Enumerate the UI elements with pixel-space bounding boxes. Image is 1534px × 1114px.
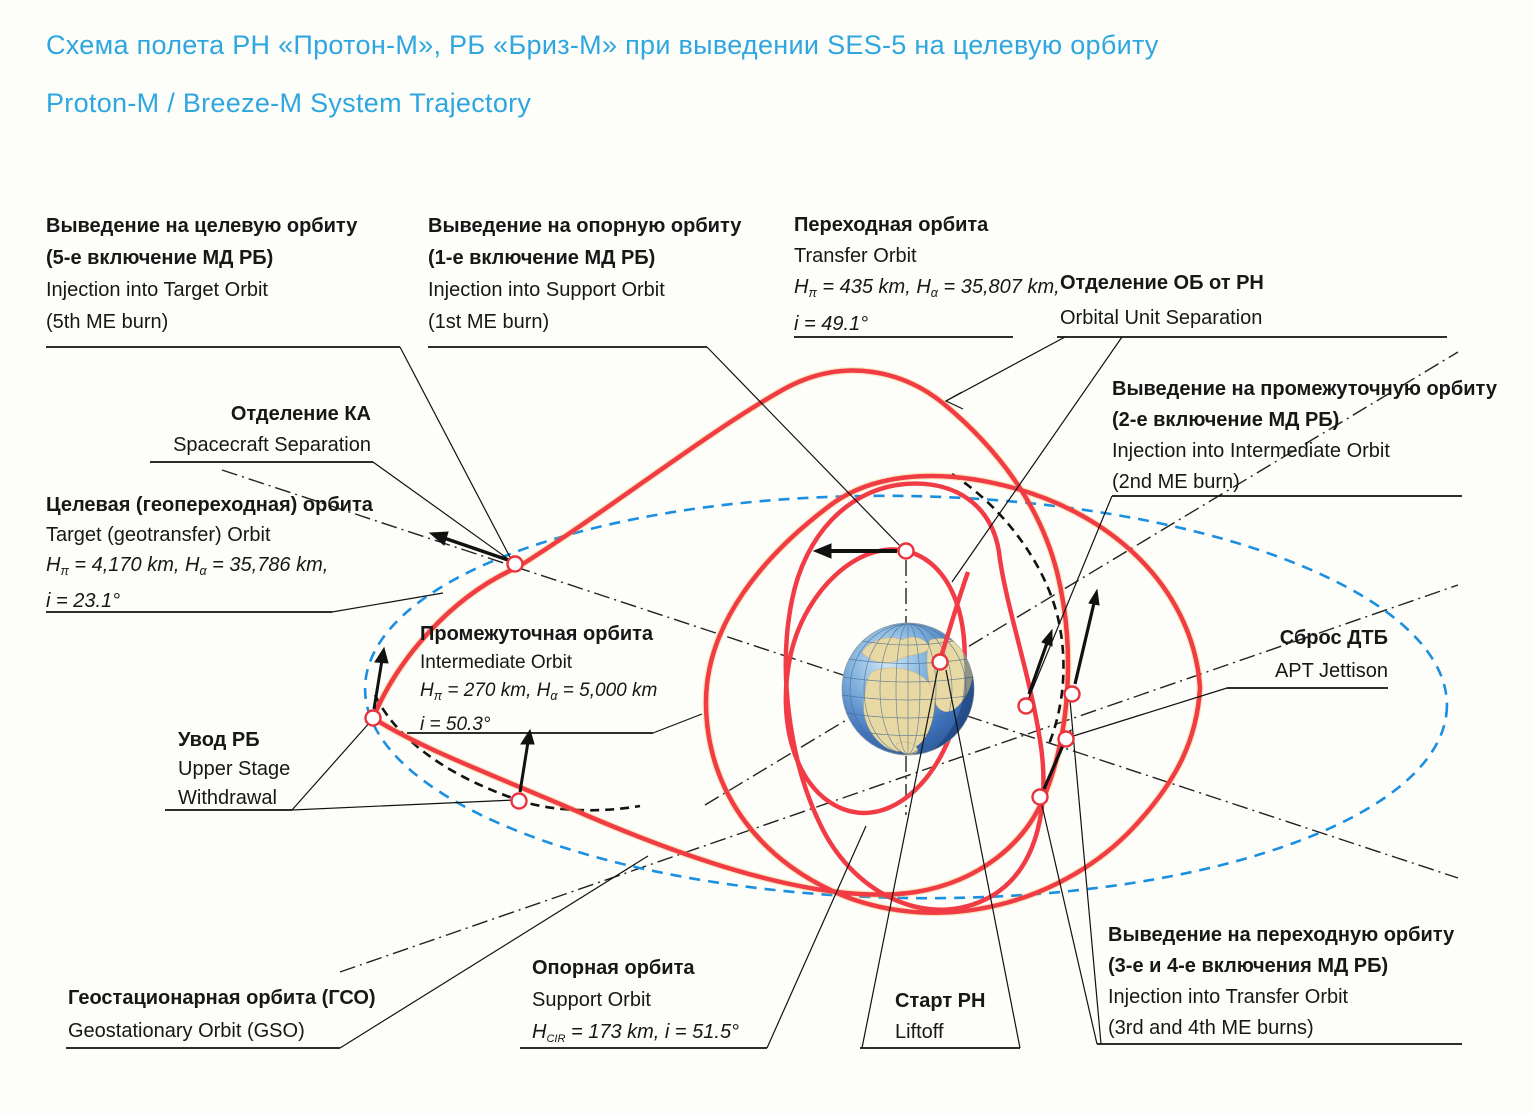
support-orbit-injection-marker — [897, 542, 915, 560]
leader-apt-jettison — [1066, 687, 1228, 739]
leader-transfer-injection-2 — [1069, 699, 1102, 1045]
page-title-en: Proton-M / Breeze-M System Trajectory — [46, 88, 532, 118]
leader-ou-separation — [951, 336, 1123, 583]
arrow-withdrawal-2 — [518, 728, 535, 793]
transfer-orbit-pointer-arrowhead — [944, 391, 964, 410]
burn-arrows — [372, 531, 1100, 793]
label-intermediate-orbit: Промежуточная орбита Intermediate Orbit … — [420, 623, 658, 735]
support-orbit-params: HCIR = 173 km, i = 51.5° — [532, 1021, 740, 1045]
event-markers — [364, 542, 1081, 810]
transfer-injection-marker-3rd — [1031, 788, 1049, 806]
apsidal-line-2 — [339, 584, 1459, 973]
label-transfer-injection: Выведение на переходную орбиту (3-е и 4-… — [1108, 924, 1455, 1039]
arrow-1st-burn — [812, 543, 897, 559]
leader-support-orbit — [766, 825, 867, 1049]
upper-stage-withdrawal-marker-2 — [510, 792, 528, 810]
leader-transfer-injection-1 — [1040, 800, 1098, 1045]
leader-intermediate-orbit — [652, 713, 703, 734]
apsidal-line-1 — [221, 469, 1459, 879]
target-orbit-injection-marker — [506, 555, 524, 573]
apt-jettison-marker — [1057, 730, 1075, 748]
upper-stage-withdrawal-marker-1 — [364, 709, 382, 727]
page-title-ru: Схема полета РН «Протон-М», РБ «Бриз-М» … — [46, 30, 1159, 60]
leader-gso — [339, 855, 649, 1049]
label-liftoff: Старт РН Liftoff — [895, 990, 986, 1043]
transfer-orbit-path — [703, 473, 1203, 915]
red-orbits — [370, 368, 1203, 915]
leader-sc-separation — [372, 461, 512, 562]
arrow-5th-burn — [428, 531, 509, 562]
transfer-injection-marker-4th — [1063, 685, 1081, 703]
label-intermediate-injection: Выведение на промежуточную орбиту (2-е в… — [1112, 378, 1497, 493]
liftoff-marker — [931, 653, 949, 671]
intermediate-orbit-params: Hπ = 270 km, Hα = 5,000 km — [420, 680, 658, 703]
leader-liftoff-left — [861, 667, 939, 1049]
support-orbit-path — [783, 547, 967, 816]
graticule — [842, 623, 974, 755]
leader-liftoff-right — [945, 669, 1021, 1049]
arrow-4th-burn — [1073, 588, 1100, 685]
label-target-orbit: Целевая (геопереходная) орбита Target (g… — [46, 494, 373, 612]
label-support-injection: Выведение на опорную орбиту (1-е включен… — [428, 215, 742, 333]
label-apt-jettison: Сброс ДТБ APT Jettison — [1274, 627, 1388, 682]
label-gso: Геостационарная орбита (ГСО) Geostationa… — [68, 987, 376, 1042]
label-target-injection: Выведение на целевую орбиту (5-е включен… — [46, 215, 358, 333]
leader-withdrawal-2 — [291, 799, 515, 811]
leader-target-injection — [399, 346, 513, 562]
apsidal-line-3 — [704, 351, 1459, 806]
callout-lines — [46, 336, 1462, 1049]
label-support-orbit: Опорная орбита Support Orbit HCIR = 173 … — [532, 952, 739, 1055]
label-sc-separation: Отделение КА Spacecraft Separation — [173, 403, 371, 456]
intermediate-injection-marker — [1017, 697, 1035, 715]
transfer-orbit-pointer — [945, 336, 1066, 402]
ascent-trajectory-dashed — [951, 472, 1065, 745]
ascent-over-earth — [937, 571, 971, 661]
arrow-2nd-burn — [1027, 628, 1053, 695]
leader-intermediate-injection — [1027, 495, 1113, 701]
target-orbit-path — [370, 368, 1071, 897]
target-orbit-params: Hπ = 4,170 km, Hα = 35,786 km, — [46, 554, 329, 578]
leader-support-injection — [706, 346, 904, 550]
intermediate-orbit-path — [783, 481, 1046, 912]
label-transfer-orbit: Переходная орбита Transfer Orbit Hπ = 43… — [794, 214, 1060, 335]
leader-target-orbit — [331, 592, 444, 613]
leader-withdrawal-1 — [291, 720, 372, 811]
leader-lines — [291, 336, 1228, 1049]
label-ou-separation: Отделение ОБ от РН Orbital Unit Separati… — [1060, 272, 1264, 329]
gso-orbit-ellipse — [363, 494, 1449, 900]
transfer-orbit-params: Hπ = 435 km, Hα = 35,807 km, — [794, 276, 1060, 300]
label-us-withdrawal: Увод РБ Upper Stage Withdrawal — [178, 729, 291, 809]
arrow-withdrawal-1 — [372, 646, 389, 710]
